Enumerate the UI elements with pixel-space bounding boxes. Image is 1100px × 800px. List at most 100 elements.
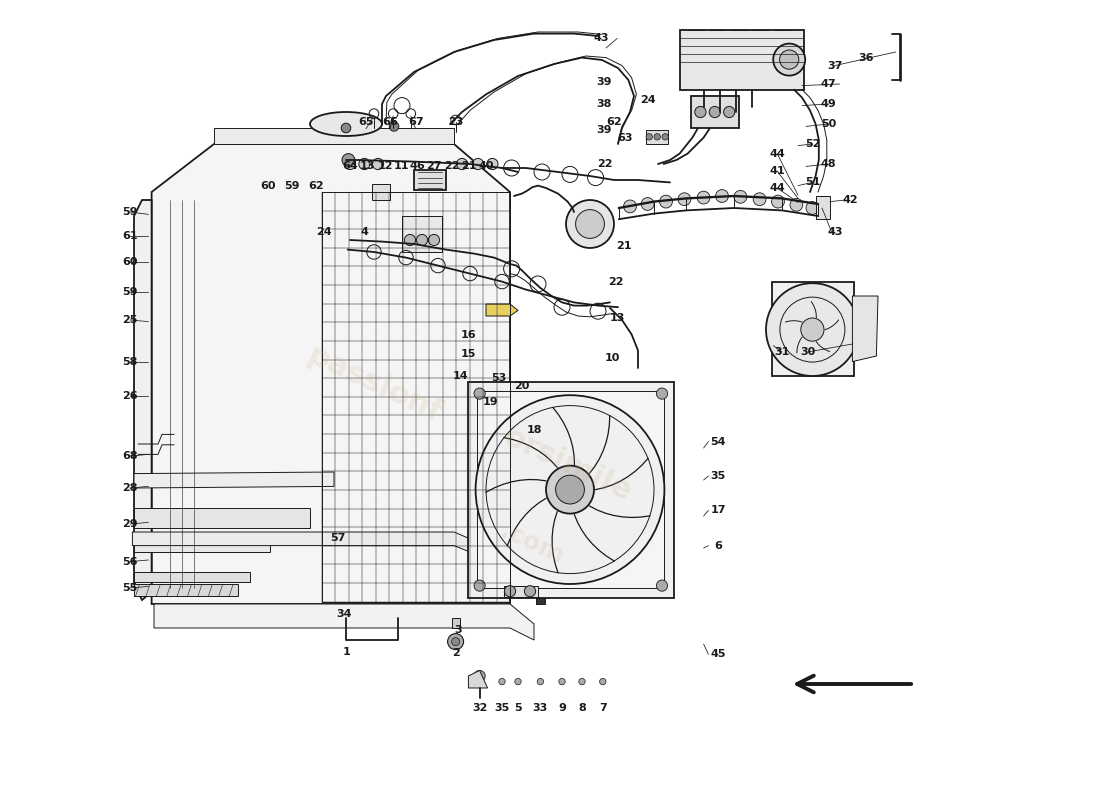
Circle shape xyxy=(448,634,463,650)
Circle shape xyxy=(662,134,669,140)
Text: 32: 32 xyxy=(472,703,487,713)
Circle shape xyxy=(771,195,784,208)
Circle shape xyxy=(579,678,585,685)
Text: 39: 39 xyxy=(596,77,612,86)
Text: 50: 50 xyxy=(821,119,836,129)
Text: 2: 2 xyxy=(452,648,460,658)
Circle shape xyxy=(559,678,565,685)
Text: 30: 30 xyxy=(800,347,815,357)
Text: 53: 53 xyxy=(492,374,506,383)
Text: 54: 54 xyxy=(711,437,726,446)
Circle shape xyxy=(734,190,747,203)
Circle shape xyxy=(474,580,485,591)
Text: 6: 6 xyxy=(714,541,722,550)
Ellipse shape xyxy=(310,112,382,136)
Polygon shape xyxy=(134,584,238,596)
Text: 57: 57 xyxy=(330,533,345,542)
Polygon shape xyxy=(154,604,534,640)
Circle shape xyxy=(678,193,691,206)
Text: orsimile: orsimile xyxy=(499,422,636,506)
Text: 46: 46 xyxy=(409,161,425,170)
Text: 3: 3 xyxy=(454,625,462,634)
Text: 26: 26 xyxy=(122,391,138,401)
Circle shape xyxy=(472,158,484,170)
Circle shape xyxy=(624,200,637,213)
Circle shape xyxy=(790,198,803,211)
Circle shape xyxy=(405,234,416,246)
Circle shape xyxy=(456,158,468,170)
Text: 62: 62 xyxy=(606,117,621,126)
Text: 1: 1 xyxy=(343,647,351,657)
Text: 24: 24 xyxy=(640,95,656,105)
Circle shape xyxy=(695,106,706,118)
Text: 14: 14 xyxy=(452,371,469,381)
Text: 23: 23 xyxy=(448,118,463,127)
Text: 63: 63 xyxy=(617,133,632,142)
Text: 10: 10 xyxy=(605,354,620,363)
Polygon shape xyxy=(152,144,510,604)
Text: 51: 51 xyxy=(805,178,821,187)
Circle shape xyxy=(654,134,660,140)
Circle shape xyxy=(474,388,485,399)
Text: 19: 19 xyxy=(482,397,498,406)
Circle shape xyxy=(657,580,668,591)
Text: 59: 59 xyxy=(122,207,138,217)
Circle shape xyxy=(556,475,584,504)
Circle shape xyxy=(724,106,735,118)
Circle shape xyxy=(641,198,654,210)
Polygon shape xyxy=(414,170,446,190)
Text: 22: 22 xyxy=(608,277,624,286)
Text: 21: 21 xyxy=(461,161,477,170)
Text: 65: 65 xyxy=(359,118,374,127)
Polygon shape xyxy=(134,472,334,488)
Polygon shape xyxy=(646,130,669,144)
Circle shape xyxy=(537,678,543,685)
Polygon shape xyxy=(402,216,442,252)
Text: 9: 9 xyxy=(558,703,565,713)
Polygon shape xyxy=(452,618,461,628)
Polygon shape xyxy=(504,586,538,597)
Circle shape xyxy=(475,395,664,584)
Circle shape xyxy=(697,191,710,204)
Bar xyxy=(477,391,664,588)
Text: 36: 36 xyxy=(858,53,873,62)
Text: 56: 56 xyxy=(122,557,138,566)
Circle shape xyxy=(525,586,536,597)
Circle shape xyxy=(428,234,440,246)
Text: 33: 33 xyxy=(532,703,548,713)
Circle shape xyxy=(389,122,399,131)
Polygon shape xyxy=(852,296,878,362)
Text: 31: 31 xyxy=(774,347,790,357)
Circle shape xyxy=(341,123,351,133)
Polygon shape xyxy=(134,508,310,528)
Text: 29: 29 xyxy=(122,519,138,529)
Text: 16: 16 xyxy=(461,330,476,340)
Text: 15: 15 xyxy=(461,349,476,358)
Text: 28: 28 xyxy=(122,483,138,493)
Text: 62: 62 xyxy=(309,181,324,190)
Polygon shape xyxy=(536,598,546,604)
Polygon shape xyxy=(134,200,152,600)
Circle shape xyxy=(716,190,728,202)
Circle shape xyxy=(657,388,668,399)
Text: 60: 60 xyxy=(122,258,138,267)
Text: 7: 7 xyxy=(598,703,607,713)
Text: 5: 5 xyxy=(514,703,521,713)
Circle shape xyxy=(773,43,805,76)
Text: 43: 43 xyxy=(594,34,609,43)
Text: 22: 22 xyxy=(443,161,460,170)
Bar xyxy=(468,382,674,598)
Text: 59: 59 xyxy=(122,287,138,297)
Circle shape xyxy=(342,154,355,166)
Text: 18: 18 xyxy=(526,426,541,435)
Text: 35: 35 xyxy=(711,471,726,481)
Text: 61: 61 xyxy=(122,231,138,241)
Text: 67: 67 xyxy=(408,118,424,127)
Circle shape xyxy=(780,50,799,70)
Text: 42: 42 xyxy=(843,195,859,205)
Polygon shape xyxy=(134,538,270,552)
Text: 13: 13 xyxy=(360,161,375,170)
Text: 27: 27 xyxy=(427,161,442,170)
Text: 11: 11 xyxy=(394,161,409,170)
Circle shape xyxy=(515,678,521,685)
